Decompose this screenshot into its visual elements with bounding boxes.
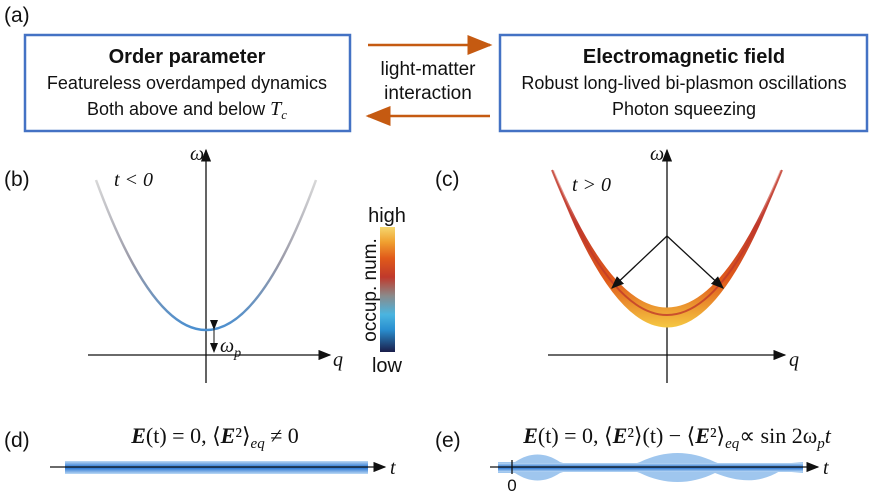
panel-label-d: (d) [4, 429, 30, 452]
b-x-label: q [333, 349, 343, 371]
left-box [23, 33, 352, 133]
right-box-line2: Photon squeezing [612, 99, 756, 119]
e-t-label: t [823, 457, 829, 479]
panel-label-b: (b) [4, 168, 30, 191]
left-box-line1: Featureless overdamped dynamics [47, 73, 327, 93]
panel-label-e: (e) [435, 429, 461, 452]
d-equation: E(t) = 0, ⟨E²⟩eq ≠ 0 [130, 423, 299, 452]
c-x-label: q [789, 349, 799, 371]
right-box [498, 33, 869, 133]
c-dispersion-band [552, 170, 782, 328]
right-box-title: Electromagnetic field [583, 46, 785, 68]
c-condition: t > 0 [572, 174, 611, 196]
c-dispersion-curve [551, 169, 783, 316]
b-y-label: ω [190, 143, 204, 165]
c-arrow-right [666, 235, 724, 289]
b-condition: t < 0 [114, 169, 153, 191]
c-y-label: ω [650, 143, 664, 165]
e-origin-label: 0 [507, 476, 516, 495]
d-t-label: t [390, 457, 396, 479]
left-box-line2: Both above and below Tc [87, 98, 287, 122]
c-arrow-left [611, 235, 668, 289]
colorbar-low: low [372, 355, 403, 377]
colorbar-high: high [368, 205, 406, 227]
colorbar-label: occup. num. [360, 238, 381, 342]
panel-label-c: (c) [435, 168, 460, 191]
colorbar [380, 227, 395, 352]
interaction-line2: interaction [384, 83, 472, 104]
b-dispersion-curve [94, 179, 318, 331]
b-gap-label: ωp [220, 335, 241, 361]
e-equation: E(t) = 0, ⟨E²⟩(t) − ⟨E²⟩eq∝ sin 2ωpt [522, 423, 832, 452]
right-box-line1: Robust long-lived bi-plasmon oscillation… [521, 73, 846, 93]
left-box-title: Order parameter [109, 46, 266, 68]
panel-label-a: (a) [4, 4, 30, 27]
interaction-line1: light-matter [380, 59, 476, 80]
